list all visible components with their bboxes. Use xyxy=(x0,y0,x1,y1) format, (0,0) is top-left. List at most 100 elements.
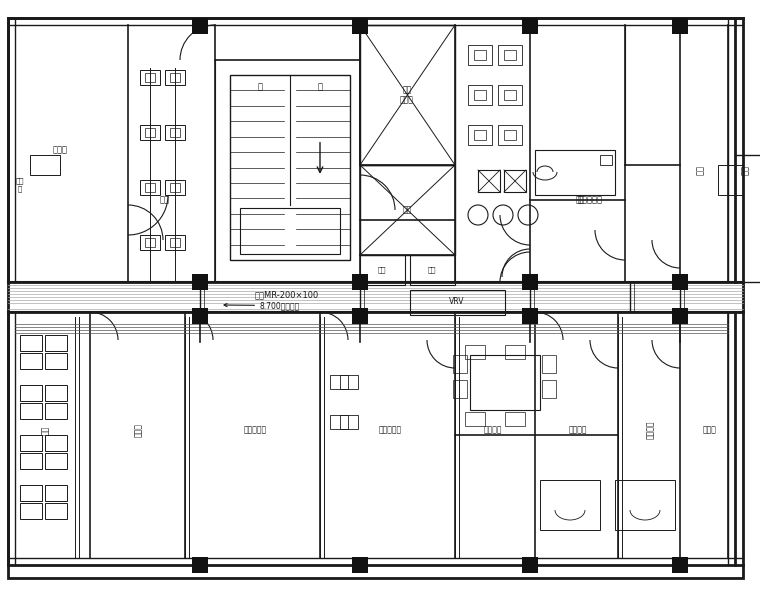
Bar xyxy=(165,125,185,140)
Bar xyxy=(360,25,455,165)
Text: 电井: 电井 xyxy=(378,267,386,273)
Bar xyxy=(145,183,155,192)
Text: 上: 上 xyxy=(318,82,322,91)
Bar xyxy=(165,235,185,250)
Bar xyxy=(20,385,42,401)
Bar xyxy=(45,403,67,419)
Text: 控制室: 控制室 xyxy=(52,145,68,155)
Bar xyxy=(20,403,42,419)
Bar xyxy=(470,355,540,410)
Bar xyxy=(672,274,688,290)
Bar xyxy=(672,18,688,34)
Text: 配电
柜: 配电 柜 xyxy=(16,178,24,192)
Bar xyxy=(360,255,405,285)
Bar xyxy=(170,183,180,192)
Bar xyxy=(165,70,185,85)
Text: 管理用房: 管理用房 xyxy=(645,421,654,439)
Bar xyxy=(468,85,492,105)
Bar xyxy=(535,150,615,195)
Bar xyxy=(498,85,522,105)
Bar xyxy=(522,274,538,290)
Bar xyxy=(340,375,358,389)
Bar xyxy=(20,435,42,451)
Bar xyxy=(522,308,538,324)
Bar xyxy=(474,50,486,60)
Bar xyxy=(453,355,467,373)
Bar xyxy=(615,480,675,530)
Bar xyxy=(453,380,467,398)
Bar xyxy=(45,453,67,469)
Text: 候诊: 候诊 xyxy=(160,196,170,205)
Bar xyxy=(192,557,208,573)
Bar xyxy=(140,180,160,195)
Bar xyxy=(352,274,368,290)
Bar xyxy=(478,170,500,192)
Bar xyxy=(410,255,455,285)
Bar xyxy=(505,345,525,359)
Bar xyxy=(522,18,538,34)
Text: 资料室: 资料室 xyxy=(703,426,717,435)
Text: 医疗器械室: 医疗器械室 xyxy=(578,196,603,205)
Bar xyxy=(468,125,492,145)
Bar xyxy=(45,485,67,501)
Bar xyxy=(505,412,525,426)
Bar xyxy=(140,125,160,140)
Bar xyxy=(542,380,556,398)
Bar xyxy=(192,18,208,34)
Bar xyxy=(170,73,180,82)
Bar xyxy=(45,385,67,401)
Bar xyxy=(240,208,340,254)
Bar xyxy=(45,353,67,369)
Bar xyxy=(504,130,516,140)
Text: VRV: VRV xyxy=(449,298,465,307)
Bar xyxy=(465,412,485,426)
Bar xyxy=(170,128,180,137)
Text: 业务用房: 业务用房 xyxy=(568,426,587,435)
Text: 水井: 水井 xyxy=(428,267,436,273)
Text: 诊室: 诊室 xyxy=(402,206,412,215)
Bar xyxy=(145,128,155,137)
Text: 弱电MR-200×100: 弱电MR-200×100 xyxy=(255,291,319,299)
Bar xyxy=(170,238,180,247)
Bar xyxy=(542,355,556,373)
Bar xyxy=(20,453,42,469)
Bar xyxy=(504,50,516,60)
Bar xyxy=(330,415,348,429)
Bar xyxy=(352,557,368,573)
Bar xyxy=(672,557,688,573)
Bar xyxy=(192,274,208,290)
Bar xyxy=(504,170,526,192)
Bar xyxy=(410,290,505,315)
Text: 8.700梁下敷设: 8.700梁下敷设 xyxy=(224,301,300,310)
Bar xyxy=(340,415,358,429)
Bar xyxy=(600,155,612,165)
Bar xyxy=(540,480,600,530)
Bar xyxy=(672,308,688,324)
Bar xyxy=(474,90,486,100)
Bar xyxy=(352,18,368,34)
Text: 业务用房: 业务用房 xyxy=(484,426,502,435)
Bar xyxy=(140,235,160,250)
Bar xyxy=(20,335,42,351)
Bar xyxy=(352,308,368,324)
Text: 下: 下 xyxy=(258,82,262,91)
Bar xyxy=(45,435,67,451)
Bar xyxy=(330,375,348,389)
Bar xyxy=(474,130,486,140)
Bar xyxy=(20,353,42,369)
Bar xyxy=(20,503,42,519)
Text: 情景训练室: 情景训练室 xyxy=(378,426,401,435)
Bar xyxy=(718,165,743,195)
Bar xyxy=(145,238,155,247)
Bar xyxy=(504,90,516,100)
Bar xyxy=(30,155,60,175)
Bar xyxy=(165,180,185,195)
Bar xyxy=(498,45,522,65)
Bar xyxy=(140,70,160,85)
Text: 家族
消防室: 家族 消防室 xyxy=(400,85,414,105)
Text: 医务: 医务 xyxy=(40,425,49,435)
Bar xyxy=(45,503,67,519)
Bar xyxy=(192,308,208,324)
Text: 情景训练室: 情景训练室 xyxy=(243,426,267,435)
Bar xyxy=(20,485,42,501)
